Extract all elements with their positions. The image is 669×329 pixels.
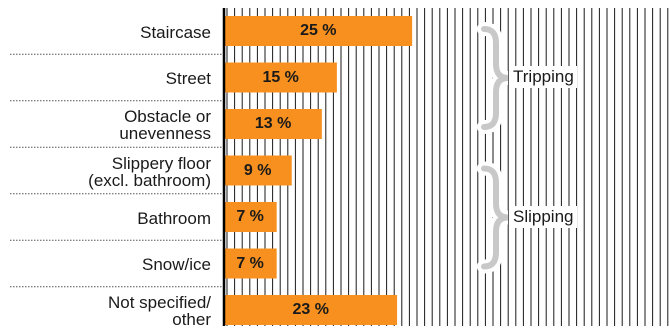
category-label-line: unevenness [119,124,211,143]
bar-3 [224,155,292,186]
category-label-line: Snow/ice [142,255,211,274]
category-label-line: Street [165,69,211,88]
value-label-0: 25 % [300,22,337,39]
category-label-4: Bathroom [1,210,211,227]
brace-0 [481,26,509,130]
category-label-line: (excl. bathroom) [88,170,211,190]
bar-4 [224,202,277,232]
category-label-1: Street [1,70,211,87]
group-label-0: Tripping [510,66,577,88]
category-label-line: Slippery floor [111,153,211,173]
category-label-line: Obstacle or [124,107,211,126]
bar-6 [224,295,398,325]
bar-1 [224,62,337,93]
value-label-1: 15 % [262,68,299,86]
category-label-3: Slippery floor (excl. bathroom) [1,155,211,189]
category-label-2: Obstacle or unevenness [1,108,211,142]
category-label-line: other [172,310,211,329]
bar-5 [224,248,277,279]
category-label-line: Staircase [140,22,211,42]
category-label-line: Bathroom [137,208,211,228]
value-label-3: 9 % [243,161,272,179]
value-label-5: 7 % [236,254,264,272]
category-label-6: Not specified/other [1,294,211,328]
group-label-1: Slipping [510,205,577,228]
category-label-line: Not specified/ [108,293,211,312]
brace-1 [481,165,509,270]
value-label-6: 23 % [292,301,329,318]
bar-0 [224,16,413,46]
value-label-2: 13 % [254,115,292,132]
category-label-0: Staircase [1,24,211,41]
value-label-4: 7 % [236,208,264,225]
bar-2 [224,109,322,139]
category-label-5: Snow/ice [1,256,211,273]
